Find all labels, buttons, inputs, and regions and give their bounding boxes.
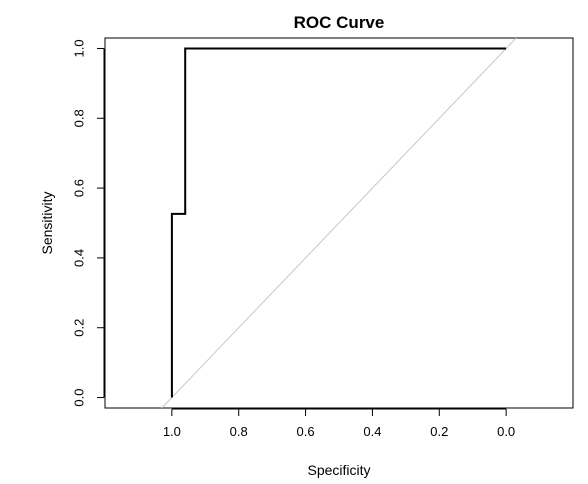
roc-curve-line: [170, 47, 507, 398]
y-axis-title: Sensitivity: [39, 191, 55, 254]
y-tick-label: 1.0: [71, 39, 86, 57]
x-tick-label: 0.4: [363, 424, 381, 439]
x-tick-label: 0.2: [430, 424, 448, 439]
x-tick-label: 0.6: [297, 424, 315, 439]
y-axis: 0.0 0.2 0.4 0.6 0.8 1.0: [71, 39, 105, 407]
reference-diagonal-line: [161, 37, 517, 409]
y-tick-label: 0.2: [71, 319, 86, 337]
y-tick-label: 0.4: [71, 249, 86, 267]
x-tick-label: 0.0: [497, 424, 515, 439]
plot-area-frame: [104, 37, 574, 409]
x-tick-label: 0.8: [230, 424, 248, 439]
y-tick-label: 0.6: [71, 179, 86, 197]
series-layer: [161, 37, 517, 409]
x-tick-label: 1.0: [163, 424, 181, 439]
x-axis: 1.0 0.8 0.6 0.4 0.2 0.0: [163, 408, 515, 439]
y-tick-label: 0.8: [71, 109, 86, 127]
x-axis-title: Specificity: [307, 462, 370, 478]
y-tick-label: 0.0: [71, 388, 86, 406]
chart-title: ROC Curve: [294, 13, 385, 32]
